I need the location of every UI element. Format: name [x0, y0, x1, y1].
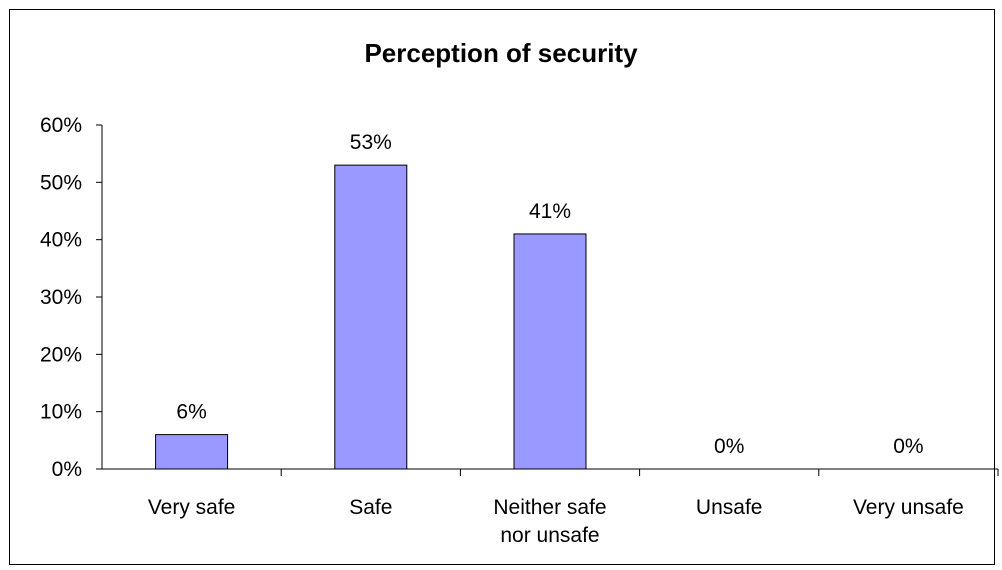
y-tick-label: 30%: [40, 286, 82, 309]
category-label: Very unsafe: [853, 496, 964, 519]
data-label: 6%: [176, 401, 206, 424]
data-label: 41%: [529, 200, 571, 223]
data-label: 0%: [893, 435, 923, 458]
chart-title: Perception of security: [364, 38, 638, 68]
category-label: Safe: [349, 496, 392, 519]
bar: [334, 164, 408, 470]
category-label: nor unsafe: [500, 524, 599, 547]
bar: [155, 434, 229, 470]
y-tick-label: 0%: [52, 458, 82, 481]
category-label: Neither safe: [493, 496, 606, 519]
plot-area: 0% 10% 20% 30% 40% 50% 60% 6% Very safe 53% Safe 41…: [40, 114, 999, 547]
y-tick-label: 10%: [40, 401, 82, 424]
data-label: 53%: [350, 131, 392, 154]
bar: [513, 233, 587, 470]
data-label: 0%: [714, 435, 744, 458]
y-tick-label: 50%: [40, 171, 82, 194]
chart-frame: [9, 9, 995, 565]
category-label: Unsafe: [696, 496, 763, 519]
y-tick-label: 20%: [40, 343, 82, 366]
category-label: Very safe: [148, 496, 236, 519]
y-tick-label: 60%: [40, 114, 82, 137]
y-tick-label: 40%: [40, 229, 82, 252]
